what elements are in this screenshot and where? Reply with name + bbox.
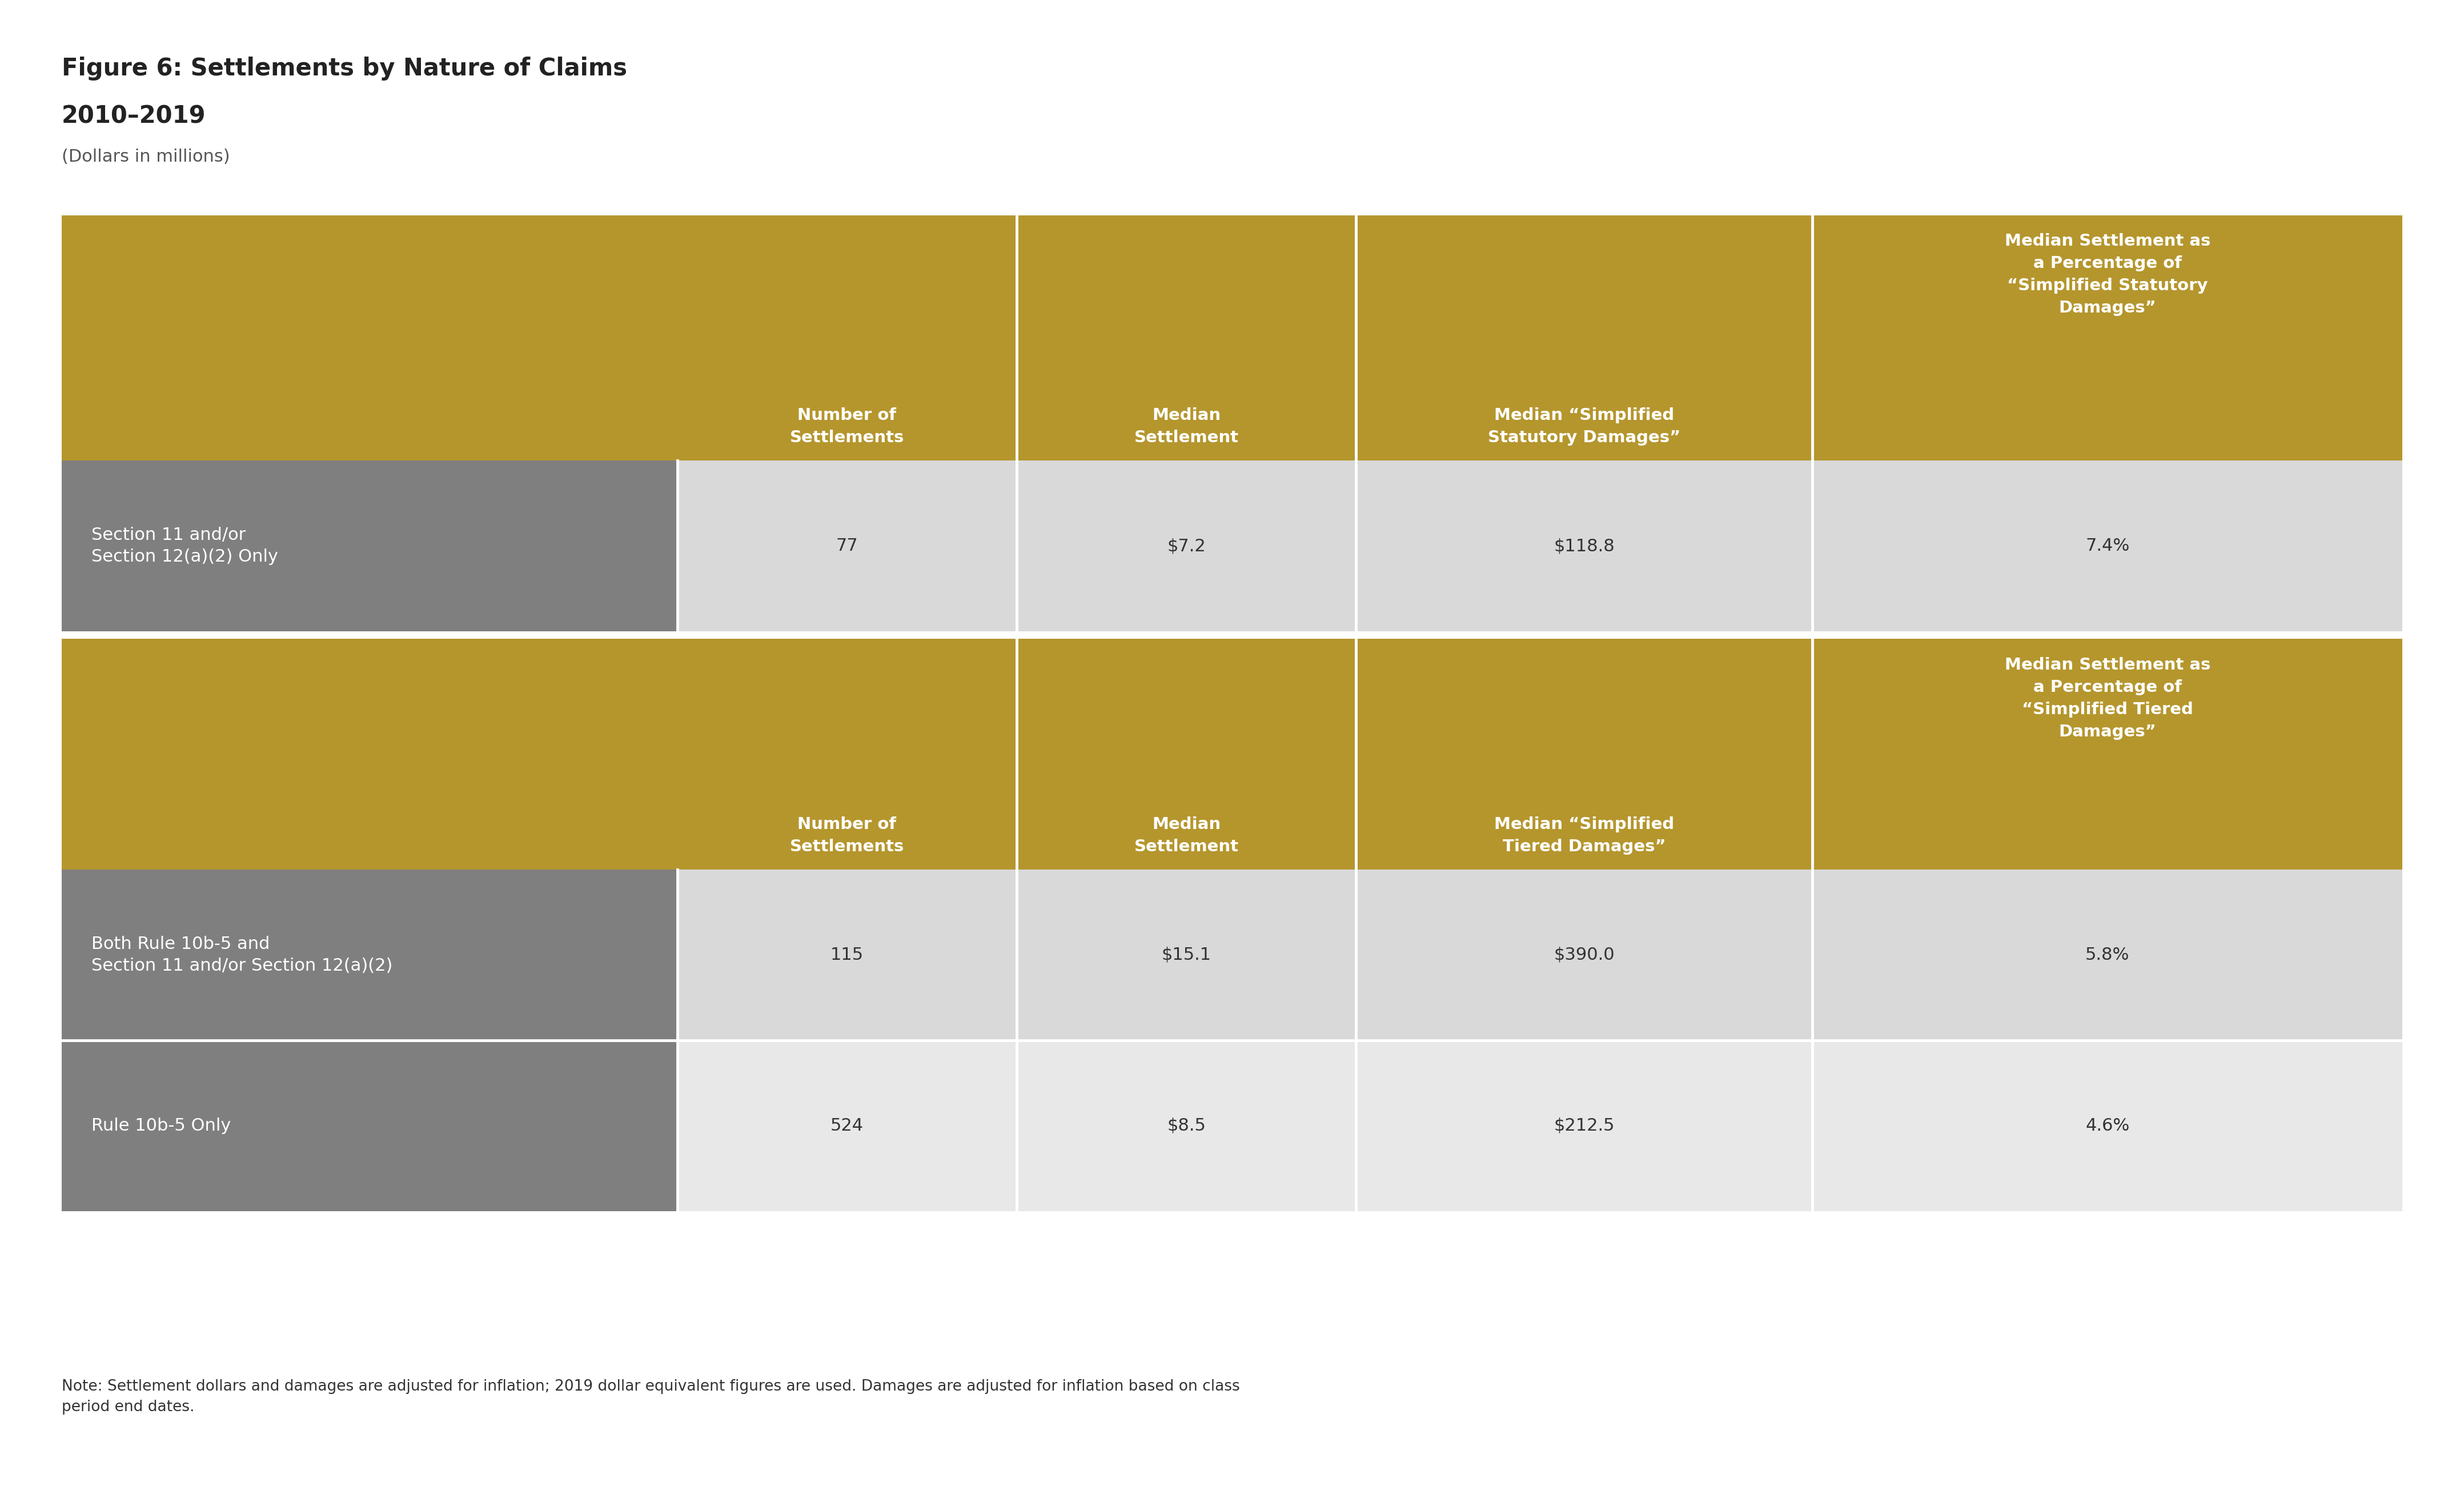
Bar <box>62 639 2402 869</box>
Text: Number of
Settlements: Number of Settlements <box>791 407 904 446</box>
Bar <box>678 1040 1018 1211</box>
Text: 2010–2019: 2010–2019 <box>62 104 207 128</box>
Text: Both Rule 10b-5 and
Section 11 and/or Section 12(a)(2): Both Rule 10b-5 and Section 11 and/or Se… <box>91 936 392 973</box>
Text: Median “Simplified
Tiered Damages”: Median “Simplified Tiered Damages” <box>1493 816 1676 854</box>
Text: Median “Simplified
Statutory Damages”: Median “Simplified Statutory Damages” <box>1488 407 1680 446</box>
Text: $390.0: $390.0 <box>1555 947 1614 963</box>
Bar <box>1814 461 2402 632</box>
Bar <box>62 1040 678 1211</box>
Text: Rule 10b-5 Only: Rule 10b-5 Only <box>91 1117 232 1134</box>
Text: Median Settlement as
a Percentage of
“Simplified Tiered
Damages”: Median Settlement as a Percentage of “Si… <box>2006 657 2210 740</box>
Text: Median Settlement as
a Percentage of
“Simplified Statutory
Damages”: Median Settlement as a Percentage of “Si… <box>2006 233 2210 317</box>
Bar <box>62 215 2402 461</box>
Text: 4.6%: 4.6% <box>2085 1117 2129 1134</box>
Text: 524: 524 <box>830 1117 862 1134</box>
Text: $212.5: $212.5 <box>1555 1117 1614 1134</box>
Text: $118.8: $118.8 <box>1555 538 1614 554</box>
Text: Number of
Settlements: Number of Settlements <box>791 816 904 854</box>
Bar <box>1355 869 1814 1040</box>
Bar <box>678 461 1018 632</box>
Text: $7.2: $7.2 <box>1168 538 1205 554</box>
Bar <box>1355 1040 1814 1211</box>
Bar <box>1814 869 2402 1040</box>
Text: $15.1: $15.1 <box>1161 947 1212 963</box>
Text: Median
Settlement: Median Settlement <box>1133 407 1239 446</box>
Bar <box>1018 869 1355 1040</box>
Bar <box>1018 1040 1355 1211</box>
Bar <box>1355 461 1814 632</box>
Bar <box>62 461 678 632</box>
Text: 77: 77 <box>835 538 857 554</box>
Text: 7.4%: 7.4% <box>2085 538 2129 554</box>
Text: 5.8%: 5.8% <box>2085 947 2129 963</box>
Text: Note: Settlement dollars and damages are adjusted for inflation; 2019 dollar equ: Note: Settlement dollars and damages are… <box>62 1379 1239 1415</box>
Text: Figure 6: Settlements by Nature of Claims: Figure 6: Settlements by Nature of Claim… <box>62 56 626 80</box>
Text: $8.5: $8.5 <box>1168 1117 1205 1134</box>
Text: (Dollars in millions): (Dollars in millions) <box>62 149 229 165</box>
Text: Median
Settlement: Median Settlement <box>1133 816 1239 854</box>
Bar <box>678 869 1018 1040</box>
Bar <box>1814 1040 2402 1211</box>
Text: 115: 115 <box>830 947 862 963</box>
Bar <box>62 869 678 1040</box>
Text: Section 11 and/or
Section 12(a)(2) Only: Section 11 and/or Section 12(a)(2) Only <box>91 528 278 565</box>
Bar <box>1018 461 1355 632</box>
